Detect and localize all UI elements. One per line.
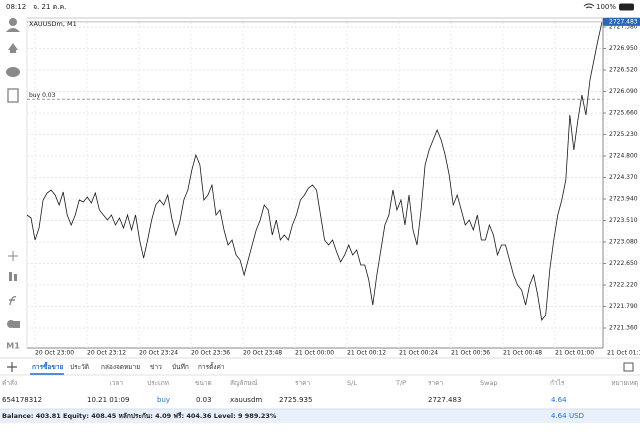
y-tick-label: 2725.230 (609, 131, 638, 138)
indicator-icon-2[interactable] (14, 274, 17, 281)
x-tick-label: 20 Oct 23:48 (243, 350, 282, 357)
x-tick-label: 21 Oct 00:00 (295, 350, 334, 357)
cell-open-price: 2725.935 (279, 396, 312, 404)
column-header: T/P (395, 379, 406, 387)
column-header: เวลา (109, 379, 123, 387)
y-tick-label: 2722.650 (609, 260, 638, 267)
column-header: ราคา (428, 379, 443, 387)
column-header: สัญลักษณ์ (230, 379, 258, 387)
x-tick-label: 21 Oct 00:36 (451, 350, 490, 357)
y-tick-label: 2726.950 (609, 45, 638, 52)
tab[interactable]: การซื้อขาย (32, 361, 63, 371)
symbol-label: XAUUSDm, M1 (29, 20, 77, 28)
x-tick-label: 20 Oct 23:12 (87, 350, 126, 357)
cell-order[interactable]: 654178312 (2, 396, 42, 404)
y-tick-label: 2721.360 (609, 325, 638, 332)
trade-icon[interactable] (8, 43, 18, 53)
tab[interactable]: บันทึก (172, 363, 189, 371)
account-icon-body[interactable] (6, 28, 20, 32)
y-tick-label: 2725.660 (609, 110, 638, 117)
column-header: ขนาด (195, 379, 212, 387)
y-tick-label: 2723.940 (609, 196, 638, 203)
toolbar (6, 18, 20, 328)
x-tick-label: 21 Oct 00:12 (347, 350, 386, 357)
x-tick-label: 21 Oct 00:48 (503, 350, 542, 357)
summary-currency: USD (569, 412, 584, 420)
y-tick-label: 2727.380 (609, 24, 638, 31)
indicator-icon[interactable] (9, 272, 12, 281)
battery-text: 100% (596, 3, 616, 11)
cell-volume: 0.03 (196, 396, 212, 404)
wifi-icon (583, 3, 595, 9)
summary-text: Balance: 403.81 Equity: 408.45 หลักประกั… (2, 412, 277, 420)
function-icon[interactable] (9, 295, 17, 306)
column-header: กำไร (550, 379, 565, 387)
column-header: หมายเหตุ (611, 379, 638, 387)
objects-icon-2[interactable] (13, 321, 20, 328)
price-line (26, 21, 603, 321)
order-label: buy 0.03 (29, 92, 56, 99)
column-header: ประเภท (147, 379, 169, 387)
timeframe-button[interactable]: M1 (6, 342, 20, 351)
y-tick-label: 2723.080 (609, 239, 638, 246)
cell-profit: 4.64 (551, 396, 567, 404)
tab[interactable]: ข่าว (150, 363, 162, 371)
summary-background (0, 409, 640, 423)
chart-layer (26, 18, 608, 348)
price-tag (603, 17, 640, 26)
x-tick-label: 21 Oct 01:12 (607, 350, 640, 357)
status-date: จ. 21 ต.ค. (33, 3, 66, 11)
y-tick-label: 2724.370 (609, 174, 638, 181)
cell-symbol: xauusdm (230, 396, 262, 404)
cell-time: 10.21 01:09 (87, 396, 129, 404)
tab[interactable]: การตั้งค่า (198, 362, 225, 371)
y-tick-label: 2726.090 (609, 88, 638, 95)
status-time: 08:12 (6, 3, 26, 11)
column-header: คำสั่ง (2, 378, 17, 387)
y-tick-label: 2722.220 (609, 282, 638, 289)
crosshair-icon[interactable] (8, 251, 18, 261)
expand-button[interactable] (623, 362, 634, 372)
battery-icon (619, 3, 634, 11)
x-tick-label: 21 Oct 00:24 (399, 350, 438, 357)
column-header: ราคา (295, 379, 310, 387)
column-header: S/L (347, 379, 357, 387)
column-header: Swap (480, 379, 498, 387)
x-tick-label: 20 Oct 23:24 (139, 350, 178, 357)
y-tick-label: 2726.520 (609, 67, 638, 74)
y-tick-label: 2723.510 (609, 217, 638, 224)
y-tick-label: 2721.790 (609, 303, 638, 310)
summary-profit: 4.64 (551, 412, 567, 420)
cell-price: 2727.483 (428, 396, 461, 404)
y-tick-label: 2724.800 (609, 153, 638, 160)
x-tick-label: 21 Oct 01:00 (555, 350, 594, 357)
tab[interactable]: กล่องจดหมาย (101, 363, 140, 371)
tab[interactable]: ประวัติ (70, 363, 89, 371)
cell-type: buy (157, 396, 170, 404)
account-icon[interactable] (9, 18, 17, 26)
x-tick-label: 20 Oct 23:36 (191, 350, 230, 357)
price-tag-label: 2727.483 (609, 18, 638, 25)
new-order-icon[interactable] (7, 88, 19, 103)
add-button[interactable] (7, 362, 17, 372)
chat-icon[interactable] (6, 67, 20, 77)
x-tick-label: 20 Oct 23:00 (35, 350, 74, 357)
